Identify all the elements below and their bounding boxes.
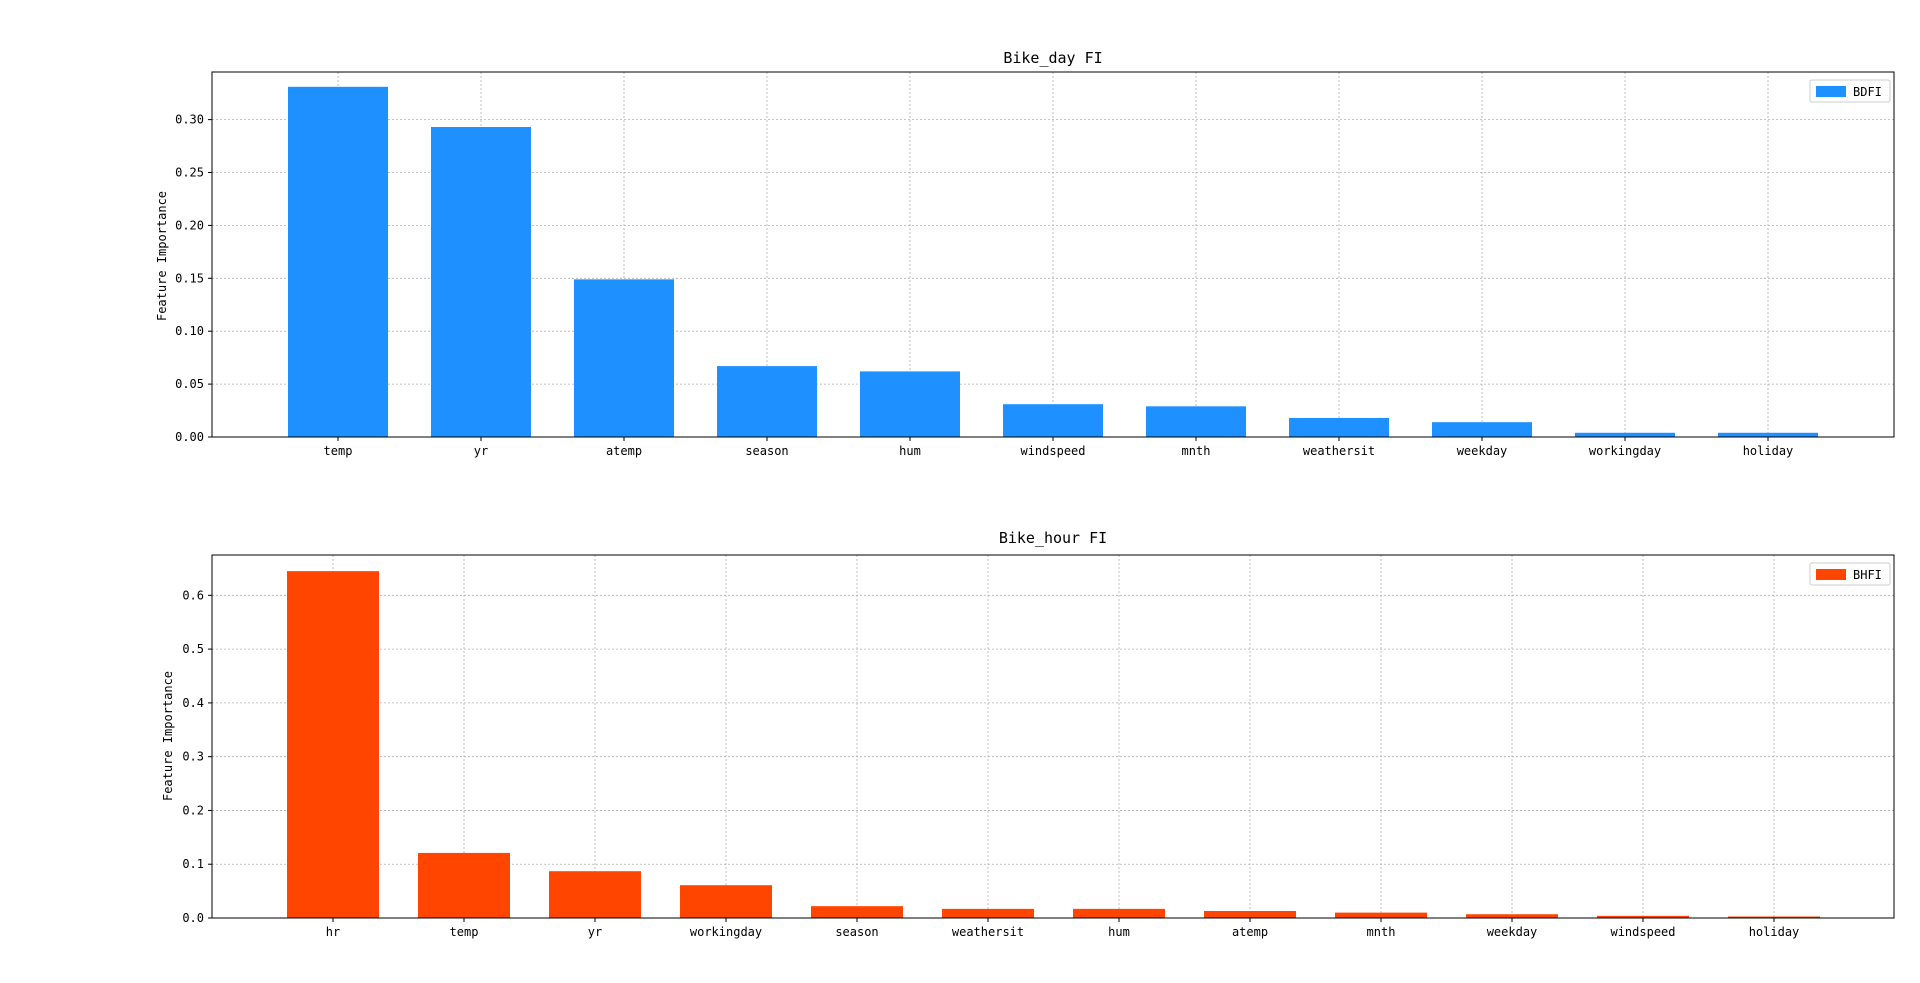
x-tick-label: mnth [1367,925,1396,939]
x-tick-label: yr [474,444,488,458]
bar-windspeed [1597,915,1689,918]
bike-hour-chart: Bike_hour FI Feature Importance 0.0 0.1 0.… [161,529,1895,939]
bar-temp [418,852,510,918]
y-tick-label: 0.25 [175,166,204,180]
bar-season [811,906,903,918]
legend: BDFI [1809,79,1891,103]
bar-weathersit [942,908,1034,918]
y-axis-label: Feature Importance [161,671,175,801]
y-tick-label: 0.00 [175,430,204,444]
x-tick-label: workingday [690,925,762,939]
bike-day-chart: Bike_day FI Feature Importance 0.00 0.05 0… [155,49,1895,458]
x-tick-label: hr [326,925,340,939]
y-tick-label: 0.20 [175,218,204,232]
legend-label: BHFI [1853,568,1882,582]
bar-season [717,366,817,437]
axes-frame [211,554,1895,919]
x-tick-label: temp [324,444,353,458]
chart-title: Bike_day FI [1003,49,1102,67]
y-tick-label: 0.30 [175,113,204,127]
bars [288,86,1818,438]
x-tick-label: season [835,925,878,939]
y-axis-label: Feature Importance [155,191,169,321]
bars [287,571,1820,918]
y-tick-label: 0.05 [175,377,204,391]
bar-atemp [1204,911,1296,918]
y-tick-label: 0.6 [182,588,204,602]
x-tick-label: weathersit [1303,444,1375,458]
x-tick-label: weekday [1487,925,1538,939]
y-tick-label: 0.0 [182,911,204,925]
x-tick-label: atemp [1232,925,1268,939]
x-tick-label: temp [450,925,479,939]
y-tick-label: 0.5 [182,642,204,656]
bar-yr [431,127,531,437]
bar-windspeed [1003,404,1103,437]
y-tick-label: 0.4 [182,696,204,710]
bar-holiday [1718,432,1818,437]
bar-hr [287,571,379,918]
y-tick-label: 0.1 [182,857,204,871]
x-tick-label: weathersit [952,925,1024,939]
bar-weathersit [1289,417,1389,437]
y-tick-label: 0.15 [175,271,204,285]
y-tick-label: 0.10 [175,324,204,338]
x-tick-label: hum [1108,925,1130,939]
chart-title: Bike_hour FI [999,529,1107,547]
bar-workingday [1575,432,1675,437]
x-tick-label: windspeed [1020,444,1085,458]
bar-yr [549,871,641,918]
legend-label: BDFI [1853,85,1882,99]
bar-holiday [1728,916,1820,918]
x-tick-label: windspeed [1610,925,1675,939]
x-tick-label: yr [588,925,602,939]
bar-weekday [1432,422,1532,437]
x-tick-label: holiday [1743,444,1794,458]
bar-hum [1073,908,1165,918]
legend: BHFI [1809,562,1891,586]
bar-mnth [1335,912,1427,918]
x-tick-label: weekday [1457,444,1508,458]
x-tick-label: workingday [1589,444,1661,458]
bar-temp [288,86,388,438]
bar-mnth [1146,406,1246,437]
y-tick-label: 0.2 [182,803,204,817]
x-tick-label: holiday [1749,925,1800,939]
bar-workingday [680,885,772,918]
legend-swatch [1816,86,1846,97]
grid [212,555,1894,918]
x-tick-label: atemp [606,444,642,458]
legend-swatch [1816,569,1846,580]
bar-weekday [1466,914,1558,918]
x-tick-label: season [745,444,788,458]
x-tick-label: hum [899,444,921,458]
x-tick-label: mnth [1182,444,1211,458]
y-tick-label: 0.3 [182,750,204,764]
bar-hum [860,371,960,437]
bar-atemp [574,279,674,437]
